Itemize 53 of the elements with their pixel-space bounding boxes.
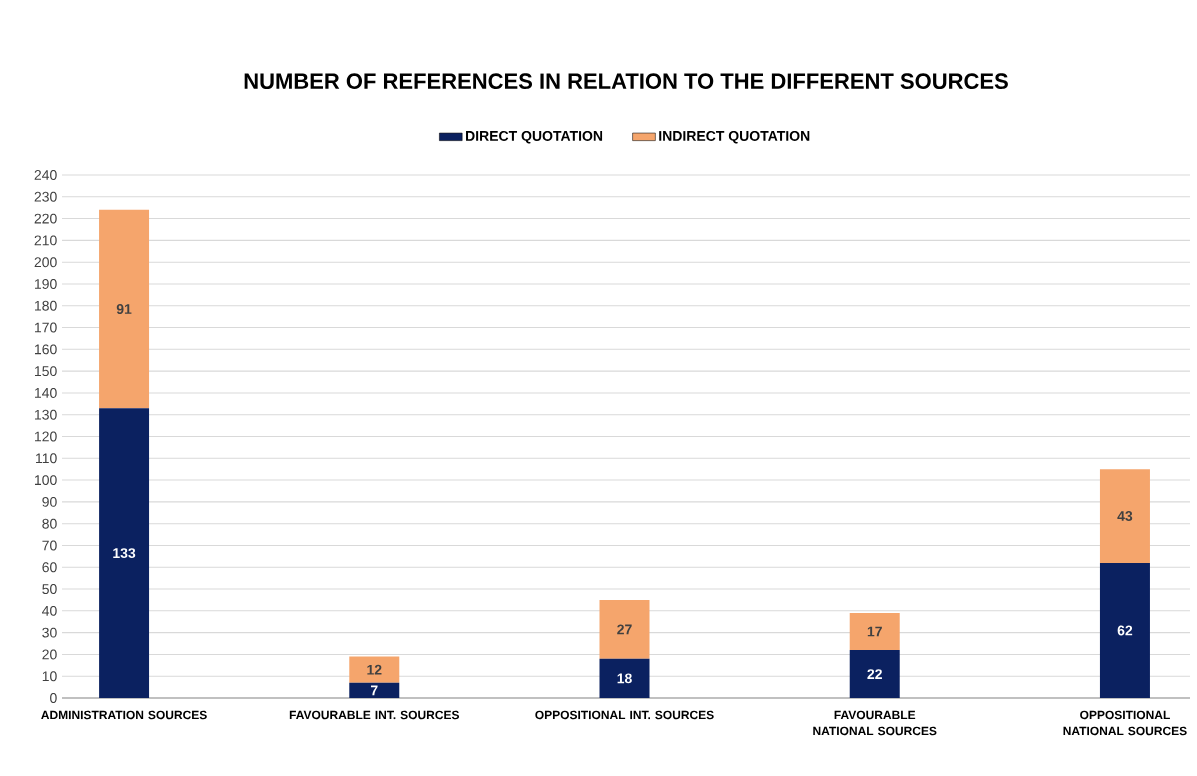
y-tick-label: 120 [35, 431, 57, 442]
y-tick-label: 30 [42, 627, 57, 638]
x-tick-label: FAVOURABLE INT. SOURCES [289, 710, 460, 720]
chart-title: NUMBER OF REFERENCES IN RELATION TO THE DIFFERENT SOURCES [244, 73, 1008, 89]
x-tick-label: OPPOSITIONAL INT. SOURCES [535, 710, 714, 720]
y-tick-label: 190 [35, 279, 57, 289]
y-tick-label: 10 [42, 671, 57, 682]
y-tick-label: 40 [42, 605, 57, 616]
legend-label: DIRECT QUOTATION [466, 130, 603, 144]
data-label: 43 [1117, 511, 1133, 522]
data-label: 7 [370, 685, 378, 696]
y-tick-label: 170 [35, 322, 57, 333]
data-label: 133 [113, 548, 136, 559]
y-tick-label: 100 [35, 475, 57, 486]
y-tick-label: 140 [35, 387, 57, 398]
y-tick-label: 160 [35, 344, 57, 355]
data-label: 62 [1117, 625, 1133, 636]
data-label: 17 [867, 626, 882, 637]
y-tick-label: 200 [34, 257, 57, 268]
data-label: 12 [367, 664, 382, 675]
y-tick-label: 60 [42, 562, 57, 573]
legend-label: INDIRECT QUOTATION [659, 130, 810, 144]
bar [99, 408, 150, 698]
y-tick-label: 230 [34, 191, 57, 202]
y-tick-label: 70 [42, 540, 57, 551]
bar [599, 599, 650, 659]
x-tick-label: ADMINISTRATION SOURCES [41, 710, 207, 720]
y-tick-label: 220 [34, 213, 57, 224]
bar [1099, 469, 1150, 563]
y-tick-label: 0 [50, 693, 57, 703]
bar [99, 209, 150, 409]
y-tick-label: 90 [42, 496, 57, 507]
y-tick-label: 80 [42, 518, 57, 529]
y-tick-label: 50 [42, 584, 57, 595]
bar [349, 656, 400, 683]
bar [849, 650, 900, 698]
bar [349, 682, 400, 698]
y-tick-label: 130 [35, 409, 57, 420]
data-label: 18 [617, 673, 632, 684]
bar [849, 613, 900, 651]
bar [599, 658, 650, 698]
data-label: 27 [617, 624, 632, 635]
x-tick-label: OPPOSITIONAL NATIONAL SOURCES [1063, 710, 1187, 736]
y-tick-label: 180 [35, 300, 57, 311]
data-label: 91 [116, 304, 132, 314]
data-label: 22 [867, 669, 882, 679]
y-tick-label: 210 [34, 235, 57, 246]
bar [1099, 562, 1150, 698]
x-tick-label: FAVOURABLE NATIONAL SOURCES [813, 710, 937, 736]
y-tick-label: 240 [34, 170, 57, 180]
y-tick-label: 110 [36, 453, 57, 464]
y-tick-label: 150 [35, 366, 57, 377]
y-tick-label: 20 [42, 649, 57, 660]
